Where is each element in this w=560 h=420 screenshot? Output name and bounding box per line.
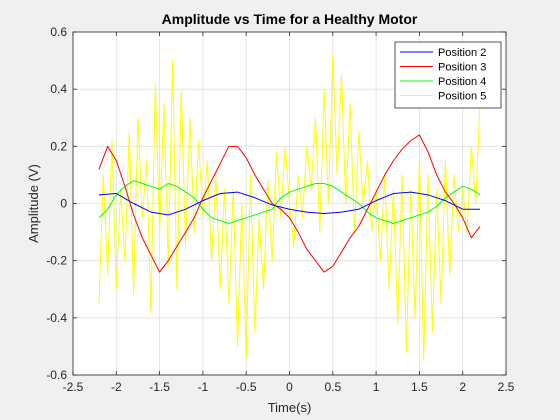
x-tick-label: 1 [373,380,380,394]
x-tick-label: 2.5 [498,380,515,394]
y-tick-label: -0.6 [46,368,67,382]
chart-title: Amplitude vs Time for a Healthy Motor [162,11,418,27]
series-line-position-3 [98,134,481,273]
y-tick-label: 0.4 [50,82,67,96]
y-tick-label: 0.2 [50,139,67,153]
x-tick-label: -0.5 [236,380,257,394]
x-tick-label: 2 [459,380,466,394]
series-line-position-2 [98,191,481,216]
legend-entry: Position 2 [438,47,486,59]
series-lines [98,54,481,362]
x-tick-label: -1 [198,380,209,394]
y-axis-ticks: -0.6 -0.4 -0.2 0 0.2 0.4 0.6 [46,25,506,382]
x-tick-label: -2 [111,380,122,394]
x-tick-label: -1.5 [149,380,170,394]
y-tick-label: 0 [60,197,67,211]
legend-entry: Position 5 [438,91,486,103]
y-axis-label: Amplitude (V) [26,164,41,243]
x-tick-label: 0.5 [324,380,341,394]
legend: Position 2 Position 3 Position 4 Position 5 [394,41,502,109]
series-line-position-5 [98,54,481,362]
y-tick-label: 0.6 [50,25,67,39]
legend-box [394,41,502,109]
x-tick-label: -2.5 [63,380,84,394]
x-tick-label: 0 [286,380,293,394]
series-line-position-4 [98,180,481,225]
legend-entry: Position 4 [438,76,486,88]
x-tick-label: 1.5 [411,380,428,394]
x-axis-label: Time(s) [268,400,312,415]
y-tick-label: -0.2 [46,254,67,268]
y-tick-label: -0.4 [46,311,67,325]
legend-entry: Position 3 [438,62,486,74]
x-axis-ticks: -2.5 -2 -1.5 -1 -0.5 0 0.5 1 1.5 2 2.5 [63,32,515,394]
